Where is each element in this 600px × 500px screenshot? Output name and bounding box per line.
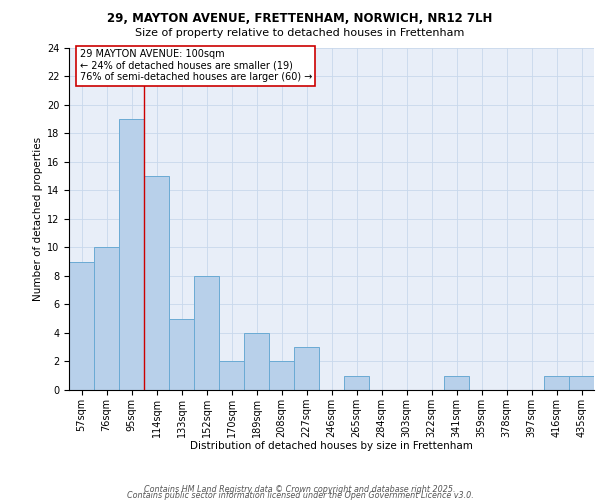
Bar: [444, 376, 469, 390]
Bar: [269, 362, 294, 390]
Text: 29 MAYTON AVENUE: 100sqm
← 24% of detached houses are smaller (19)
76% of semi-d: 29 MAYTON AVENUE: 100sqm ← 24% of detach…: [79, 49, 312, 82]
Text: 29, MAYTON AVENUE, FRETTENHAM, NORWICH, NR12 7LH: 29, MAYTON AVENUE, FRETTENHAM, NORWICH, …: [107, 12, 493, 26]
Bar: [169, 318, 194, 390]
Bar: [194, 276, 219, 390]
Bar: [219, 362, 244, 390]
Bar: [144, 176, 169, 390]
Bar: [544, 376, 569, 390]
Bar: [244, 333, 269, 390]
Y-axis label: Number of detached properties: Number of detached properties: [32, 136, 43, 301]
Bar: [294, 347, 319, 390]
Bar: [69, 262, 94, 390]
Text: Size of property relative to detached houses in Frettenham: Size of property relative to detached ho…: [136, 28, 464, 38]
Text: Contains public sector information licensed under the Open Government Licence v3: Contains public sector information licen…: [127, 491, 473, 500]
Text: Contains HM Land Registry data © Crown copyright and database right 2025.: Contains HM Land Registry data © Crown c…: [144, 484, 456, 494]
Bar: [94, 248, 119, 390]
X-axis label: Distribution of detached houses by size in Frettenham: Distribution of detached houses by size …: [190, 442, 473, 452]
Bar: [569, 376, 594, 390]
Bar: [344, 376, 369, 390]
Bar: [119, 119, 144, 390]
